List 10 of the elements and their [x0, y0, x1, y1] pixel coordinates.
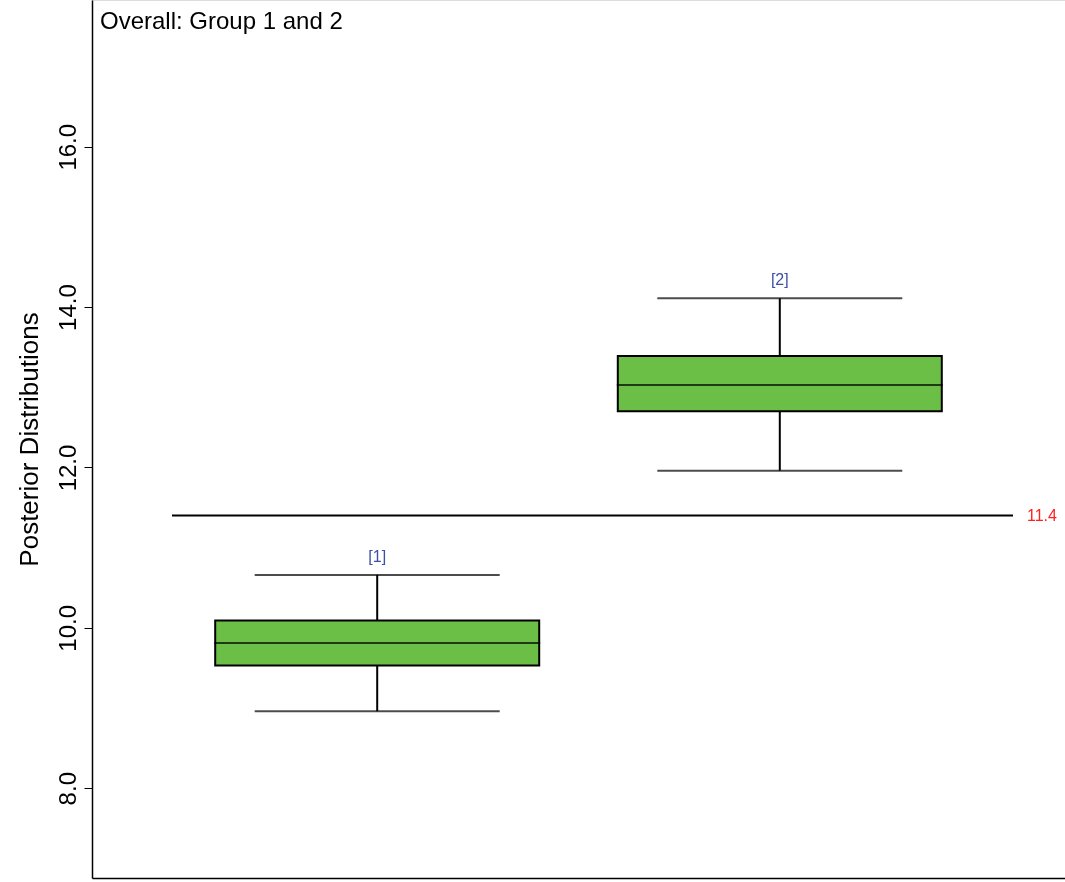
- y-tick-label: 8.0: [53, 772, 81, 806]
- x-tick-label: [1]: [368, 547, 387, 565]
- y-axis-title: Posterior Distributions: [13, 312, 44, 567]
- y-tick-label: 12.0: [53, 444, 81, 492]
- y-tick-label: 14.0: [53, 284, 81, 331]
- ref-line-label: 11.4: [1027, 506, 1058, 524]
- chart-title: Overall: Group 1 and 2: [100, 7, 343, 34]
- y-tick-label: 16.0: [53, 123, 81, 171]
- x-tick-label: [2]: [770, 271, 789, 289]
- y-tick-label: 10.0: [53, 604, 81, 652]
